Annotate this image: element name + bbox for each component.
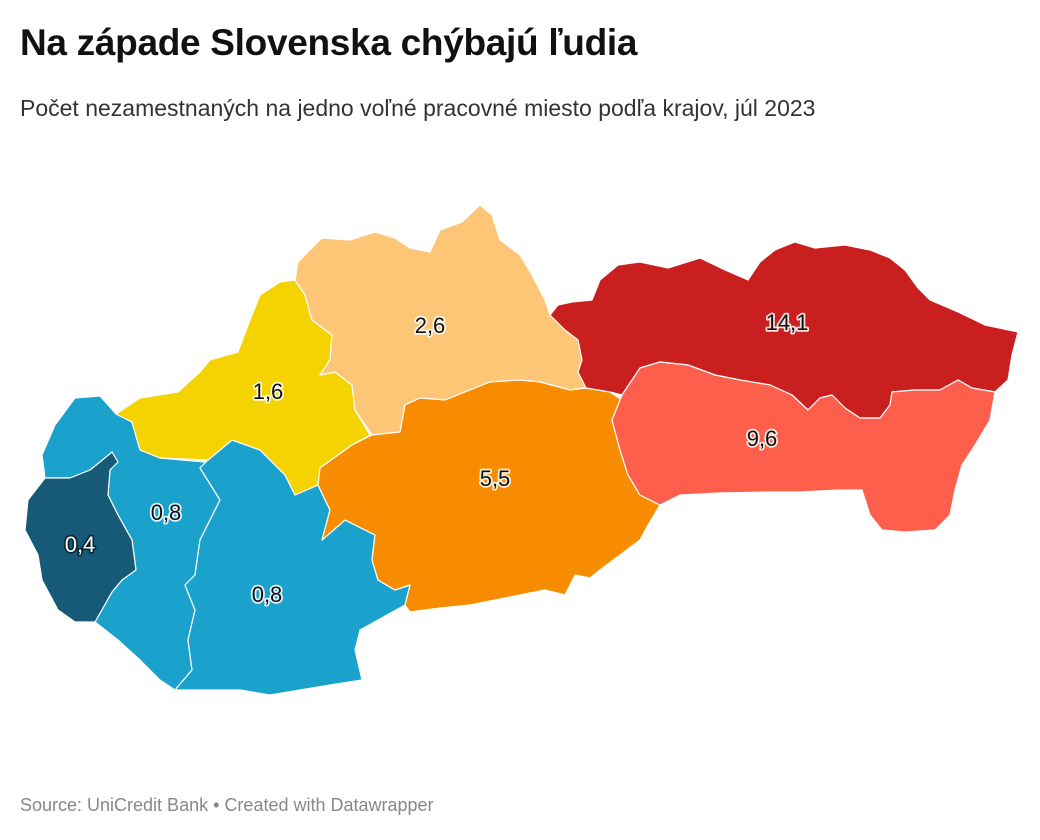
- region-label: 14,1: [766, 310, 809, 335]
- region-label: 2,6: [415, 313, 446, 338]
- footer-separator: •: [213, 795, 220, 815]
- datawrapper-credit-link[interactable]: Created with Datawrapper: [224, 795, 434, 815]
- source-footer: Source: UniCredit Bank • Created with Da…: [20, 795, 434, 816]
- map-title: Na západe Slovenska chýbajú ľudia: [20, 22, 638, 63]
- region-bratislava[interactable]: [24, 451, 137, 623]
- region-label: 9,6: [747, 426, 778, 451]
- region-label: 0,4: [65, 532, 96, 557]
- region-banska-bystrica[interactable]: [317, 379, 661, 613]
- region-label: 5,5: [480, 466, 511, 491]
- region-labels: 0,4 0,8 0,8 1,6 2,6 5,5 9,6 14,1: [63, 308, 810, 609]
- source-text: Source: UniCredit Bank: [20, 795, 209, 815]
- map-subtitle: Počet nezamestnaných na jedno voľné prac…: [20, 95, 816, 121]
- region-label: 1,6: [253, 379, 284, 404]
- region-label: 0,8: [151, 500, 182, 525]
- region-kosice[interactable]: [611, 361, 996, 533]
- region-label: 0,8: [252, 582, 283, 607]
